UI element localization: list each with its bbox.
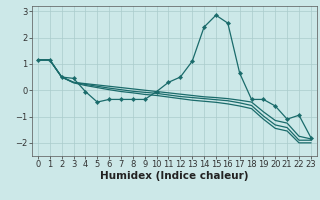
X-axis label: Humidex (Indice chaleur): Humidex (Indice chaleur) xyxy=(100,171,249,181)
